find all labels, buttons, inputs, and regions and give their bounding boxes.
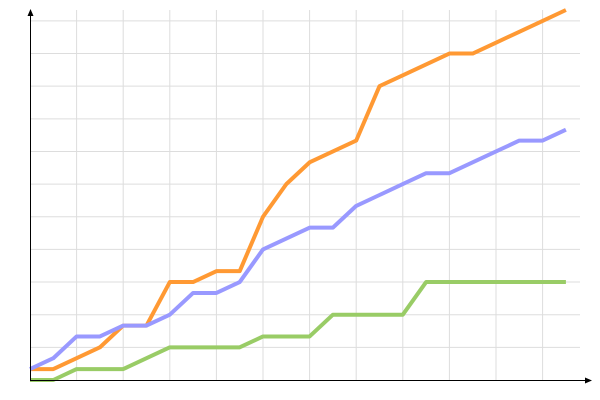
series-line-2 [29,127,567,371]
axes [27,9,592,384]
x-axis-arrow [585,377,592,384]
series-line-3 [30,280,566,382]
y-axis-arrow [27,9,34,16]
series-group [29,8,567,382]
grid [30,10,580,380]
series-line-1 [30,8,567,372]
